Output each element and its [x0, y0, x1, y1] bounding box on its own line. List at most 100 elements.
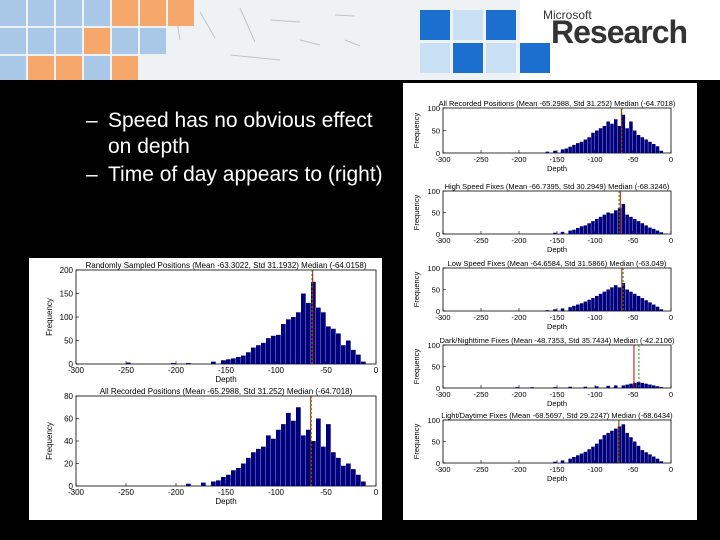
histogram-bar — [311, 441, 316, 486]
x-tick-label: 0 — [669, 465, 673, 474]
x-tick-label: -150 — [549, 155, 564, 164]
histogram-bar — [568, 307, 572, 311]
y-tick-label: 100 — [60, 313, 74, 322]
histogram-bar — [610, 430, 614, 463]
histogram-bar — [648, 302, 652, 311]
histogram-bar — [636, 381, 641, 388]
y-tick-label: 100 — [427, 264, 440, 273]
histogram-bar — [595, 386, 599, 388]
x-tick-label: -50 — [628, 313, 639, 322]
histogram-bar — [606, 385, 610, 388]
x-tick-label: -300 — [435, 313, 450, 322]
y-tick-label: 50 — [432, 127, 440, 136]
histogram-bar — [655, 386, 660, 388]
histogram-bar — [568, 386, 572, 388]
histogram-bar — [625, 289, 629, 311]
histogram-bar — [629, 437, 633, 463]
left-histograms-svg: Randomly Sampled Positions (Mean -63.302… — [45, 261, 379, 506]
y-tick-label: 0 — [436, 459, 440, 468]
histogram-bar — [625, 384, 629, 388]
plot-frame — [442, 419, 672, 464]
histogram-bar — [633, 441, 637, 463]
histogram-bar — [598, 128, 603, 153]
histogram-bar — [545, 151, 550, 153]
histogram-bar — [602, 126, 607, 153]
histogram-bar — [636, 221, 641, 234]
histogram-bar — [595, 218, 599, 234]
plot-frame — [442, 344, 672, 389]
bullet-text: Time of day appears to (right) — [108, 163, 383, 186]
histogram-bar — [568, 146, 572, 153]
histogram-bar — [598, 216, 603, 234]
y-axis-label: Frequency — [412, 113, 421, 149]
logo-microsoft-text: Microsoft — [543, 8, 592, 22]
histogram-bar — [587, 137, 591, 153]
histogram-bar — [648, 141, 652, 153]
histogram-bar — [648, 227, 652, 234]
histogram-bar — [326, 326, 331, 364]
x-axis-label: Depth — [547, 245, 567, 254]
histogram-bar — [644, 139, 648, 153]
histogram-bar — [606, 432, 610, 463]
histogram-bar — [572, 144, 576, 153]
x-tick-label: -150 — [218, 366, 235, 375]
histogram-bar — [226, 359, 231, 364]
histogram-bar — [644, 300, 648, 311]
banner-decoration — [0, 0, 550, 80]
histogram-bar — [652, 228, 656, 234]
histogram-bar — [648, 384, 652, 388]
x-tick-label: -50 — [628, 236, 639, 245]
x-tick-label: -300 — [68, 366, 85, 375]
x-tick-label: -100 — [587, 390, 602, 399]
y-tick-label: 50 — [432, 438, 440, 447]
x-tick-label: -250 — [473, 236, 488, 245]
histogram-bar — [251, 347, 256, 364]
chart-title: High Speed Fixes (Mean -66.7395, Std 30.… — [445, 182, 670, 191]
histogram-bar — [221, 477, 226, 486]
x-tick-label: -150 — [549, 236, 564, 245]
right-histogram-panel: All Recorded Positions (Mean -65.2988, S… — [403, 83, 697, 520]
histogram-bar — [560, 231, 565, 234]
y-tick-label: 100 — [427, 416, 440, 425]
histogram-bar — [271, 335, 276, 364]
y-tick-label: 50 — [432, 363, 440, 372]
histogram-bar — [644, 383, 648, 388]
histogram-bar — [572, 305, 576, 311]
x-tick-label: -150 — [549, 390, 564, 399]
histogram-bar — [595, 295, 599, 311]
histogram-bar — [629, 216, 633, 234]
x-axis-label: Depth — [215, 375, 236, 384]
y-tick-label: 0 — [436, 149, 440, 158]
x-tick-label: -150 — [218, 488, 235, 497]
histogram-bar — [261, 342, 266, 364]
histogram-bar — [621, 114, 626, 153]
histogram-bar — [587, 299, 591, 311]
y-tick-label: 40 — [64, 437, 73, 446]
histogram-6: Light/Daytime Fixes (Mean -68.5697, Std … — [412, 411, 673, 483]
histogram-bar — [583, 451, 588, 463]
bullet-item: – Time of day appears to (right) — [86, 162, 386, 188]
histogram-bar — [572, 229, 576, 234]
y-tick-label: 50 — [432, 286, 440, 295]
histogram-bar — [261, 446, 266, 486]
histogram-bar — [356, 474, 361, 486]
histogram-bar — [633, 218, 637, 234]
histogram-bar — [271, 438, 276, 486]
histogram-bar — [576, 227, 580, 234]
histogram-bar — [617, 126, 622, 153]
x-tick-label: -300 — [68, 488, 85, 497]
histogram-bar — [617, 208, 622, 234]
histogram-bar — [241, 355, 246, 364]
histogram-bar — [583, 225, 588, 234]
histogram-bar — [553, 232, 557, 234]
histogram-bar — [266, 338, 271, 364]
x-tick-label: -100 — [587, 236, 602, 245]
histogram-bar — [126, 362, 131, 364]
histogram-bar — [617, 287, 622, 311]
histogram-bar — [591, 298, 595, 311]
histogram-bar — [256, 345, 261, 364]
histogram-bar — [648, 454, 652, 463]
histogram-bar — [583, 301, 588, 311]
histogram-bar — [266, 435, 271, 486]
histogram-bar — [606, 212, 610, 234]
